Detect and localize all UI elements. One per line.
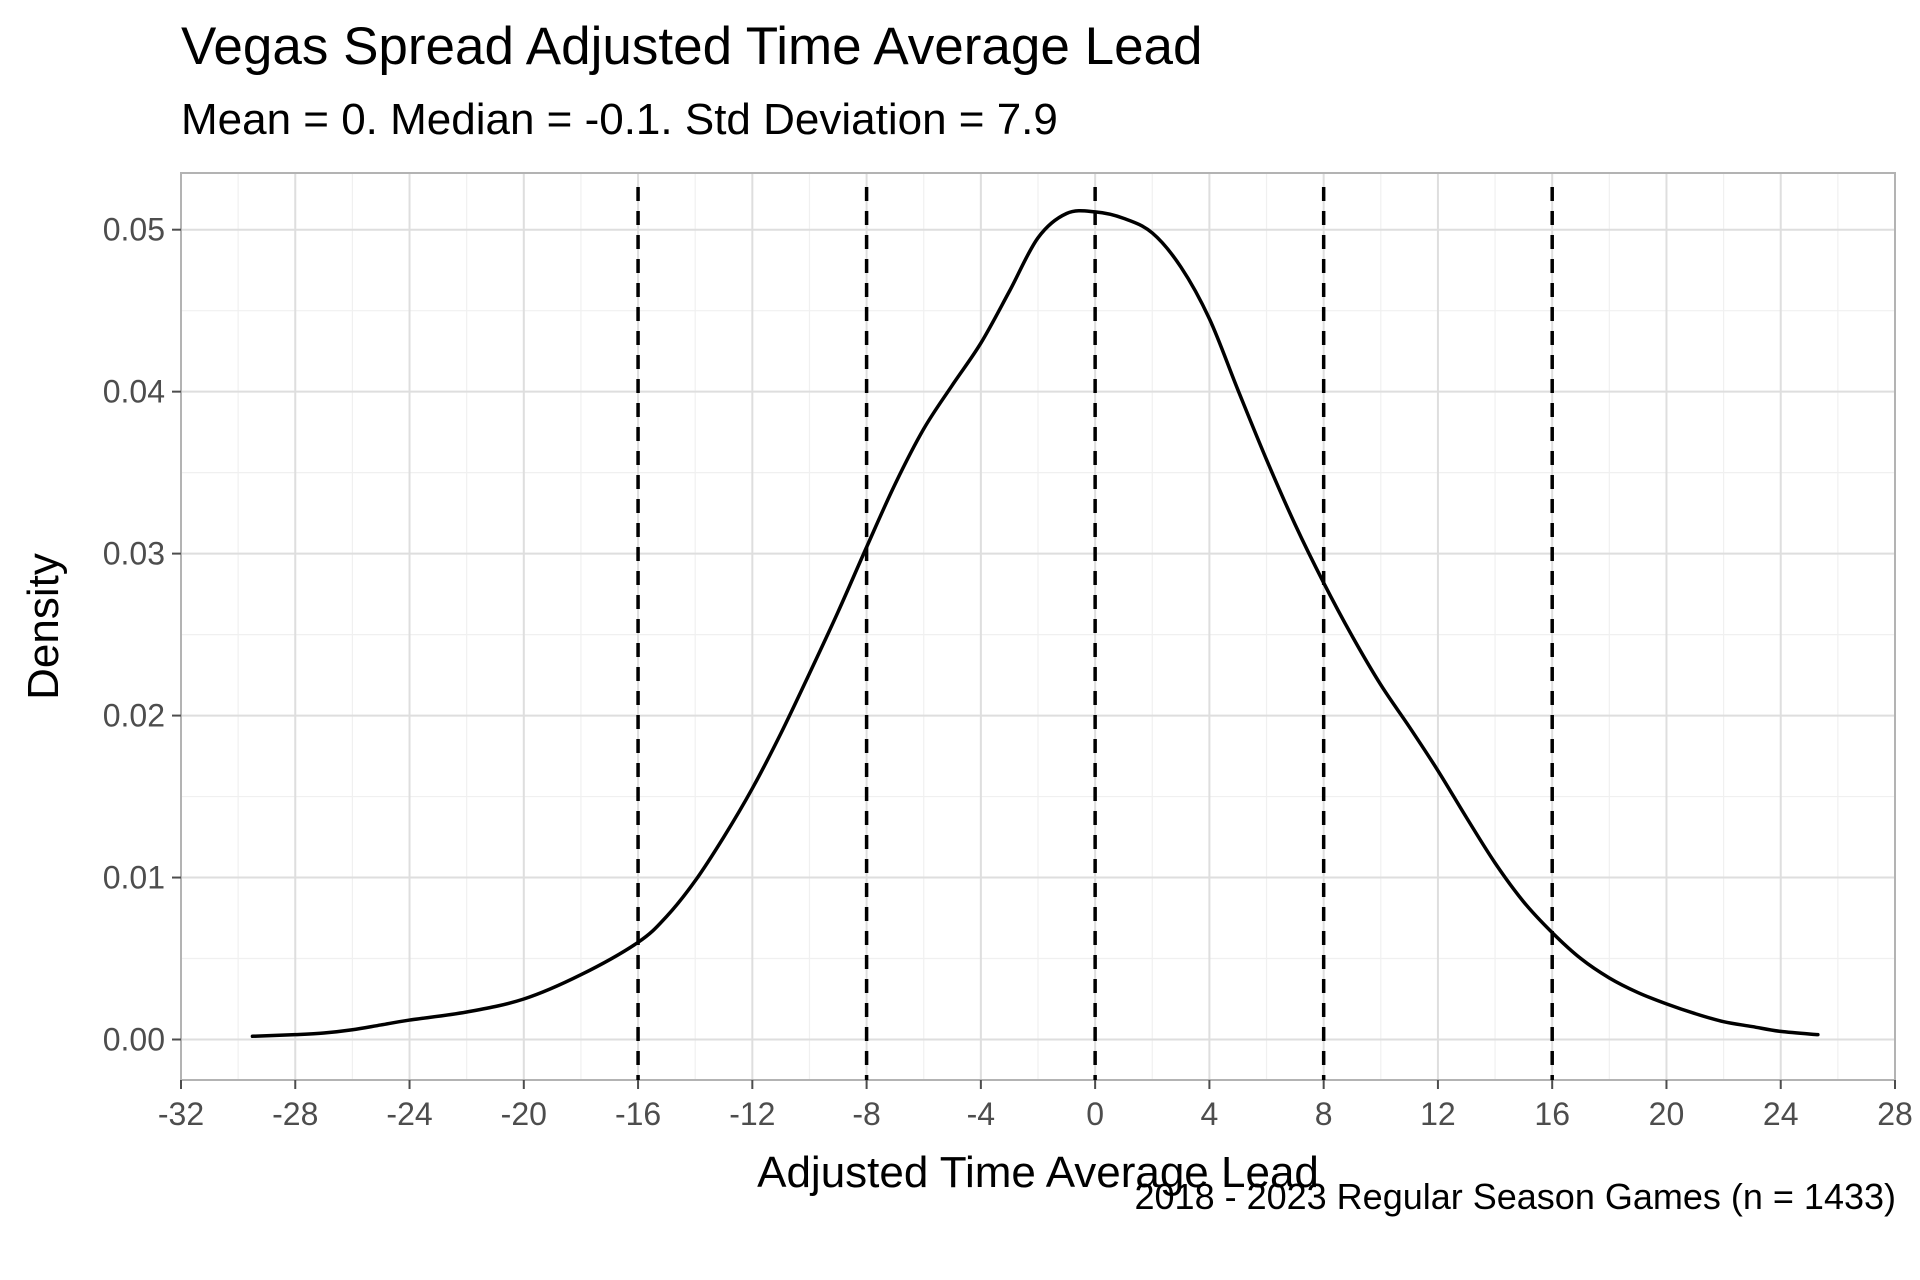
y-tick-label: 0.00 [103,1022,165,1058]
chart-caption: 2018 - 2023 Regular Season Games (n = 14… [1134,1176,1896,1217]
x-axis-title: Adjusted Time Average Lead [757,1148,1319,1197]
y-tick-label: 0.03 [103,536,165,572]
chart-title: Vegas Spread Adjusted Time Average Lead [181,17,1203,76]
chart-subtitle: Mean = 0. Median = -0.1. Std Deviation =… [181,95,1058,144]
y-tick-label: 0.05 [103,212,165,248]
x-tick-label: 12 [1420,1096,1456,1132]
panel-border [180,172,1896,1081]
x-tick-label: 0 [1086,1096,1104,1132]
x-tick-label: 16 [1534,1096,1570,1132]
x-tick-label: 20 [1649,1096,1685,1132]
x-tick-label: 4 [1201,1096,1219,1132]
x-tick-label: -32 [158,1096,204,1132]
x-tick-label: 24 [1763,1096,1799,1132]
y-tick-label: 0.01 [103,860,165,896]
x-tick-label: 28 [1877,1096,1913,1132]
x-tick-label: -20 [501,1096,547,1132]
x-tick-label: -4 [967,1096,995,1132]
density-curve [250,209,1820,1039]
y-axis-title: Density [19,553,68,700]
grid-lines [180,173,1896,1080]
y-tick-label: 0.02 [103,698,165,734]
x-tick-label: -8 [852,1096,880,1132]
x-tick-label: -16 [615,1096,661,1132]
x-tick-label: -12 [729,1096,775,1132]
axes: -32 -28 -24 -20 -16 -12 -8 -4 0 4 8 12 16 20 24 28 0.00 0… [103,212,1913,1132]
x-tick-label: -28 [272,1096,318,1132]
y-tick-label: 0.04 [103,374,165,410]
x-tick-label: -24 [386,1096,432,1132]
x-tick-label: 8 [1315,1096,1333,1132]
